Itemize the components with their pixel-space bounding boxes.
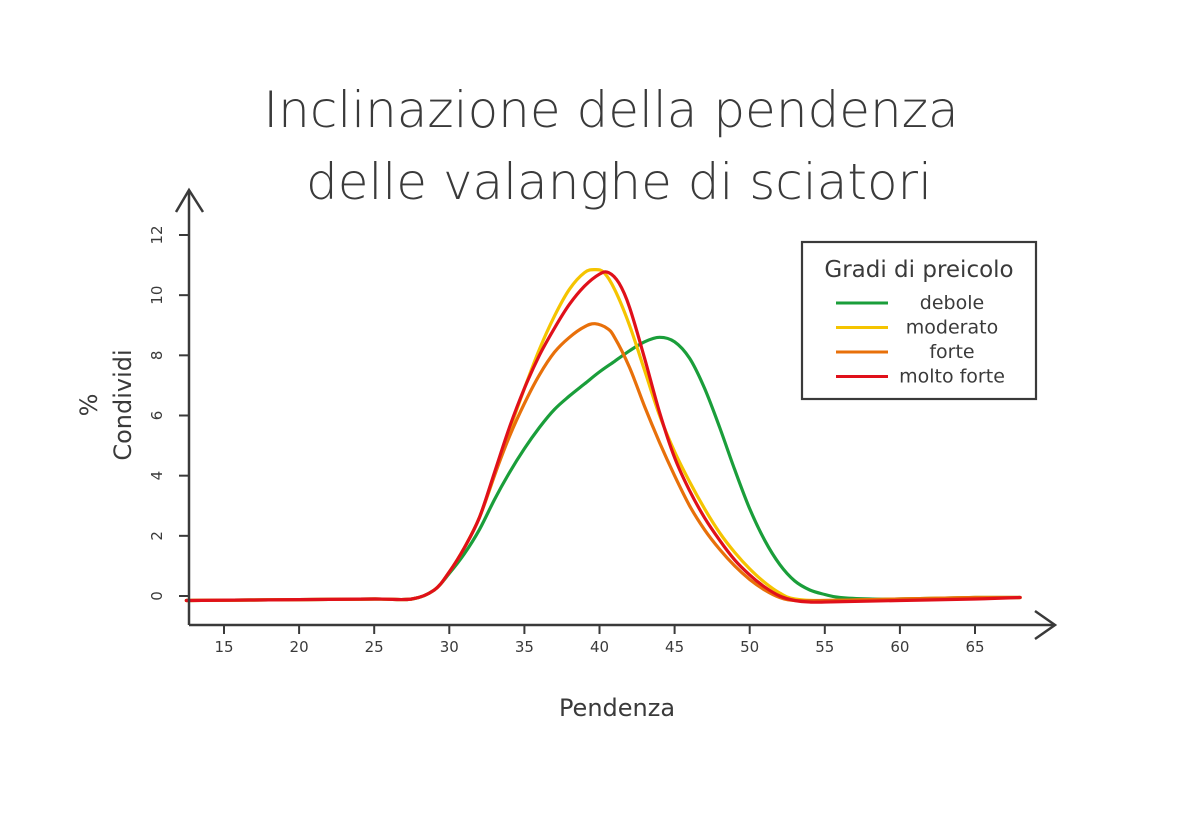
y-axis-arrowhead [174,187,205,213]
y-tick-label: 12 [148,225,166,244]
x-axis-label: Pendenza [559,694,675,722]
x-tick-label: 25 [365,638,384,656]
x-axis-arrowhead [1034,609,1058,641]
x-ticks: 15 20 25 30 35 40 45 50 55 60 65 [214,625,985,656]
y-axis-label-line-2: Condividi [109,349,137,460]
x-tick-label: 35 [515,638,534,656]
legend-label-molto-forte: molto forte [899,366,1005,388]
y-tick-label: 2 [148,531,166,541]
legend-title: Gradi di preicolo [824,257,1013,283]
x-tick-label: 50 [740,638,759,656]
x-tick-label: 30 [440,638,459,656]
x-tick-label: 65 [965,638,984,656]
series-line-debole [184,335,1022,603]
x-tick-label: 55 [815,638,834,656]
y-ticks: 0 2 4 6 8 10 12 [148,225,189,601]
legend-label-debole: debole [920,292,984,314]
x-tick-label: 40 [590,638,609,656]
series-line-molto-forte [184,270,1022,604]
axes [174,187,1058,641]
x-tick-label: 45 [665,638,684,656]
y-tick-label: 8 [148,351,166,361]
series-group [184,267,1022,604]
y-tick-label: 0 [148,591,166,601]
x-tick-label: 15 [214,638,233,656]
x-tick-label: 20 [290,638,309,656]
legend-label-moderato: moderato [906,317,998,339]
legend-box [800,240,1038,401]
x-tick-label: 60 [890,638,909,656]
chart-title-line-2: delle valanghe di sciatori [306,153,932,211]
y-axis-label-line-1: % [75,394,103,417]
y-tick-label: 6 [148,411,166,421]
chart-title-line-1: Inclinazione della pendenza [263,81,958,139]
y-tick-label: 10 [148,286,166,305]
legend-label-forte: forte [929,341,974,363]
y-tick-label: 4 [148,471,166,481]
